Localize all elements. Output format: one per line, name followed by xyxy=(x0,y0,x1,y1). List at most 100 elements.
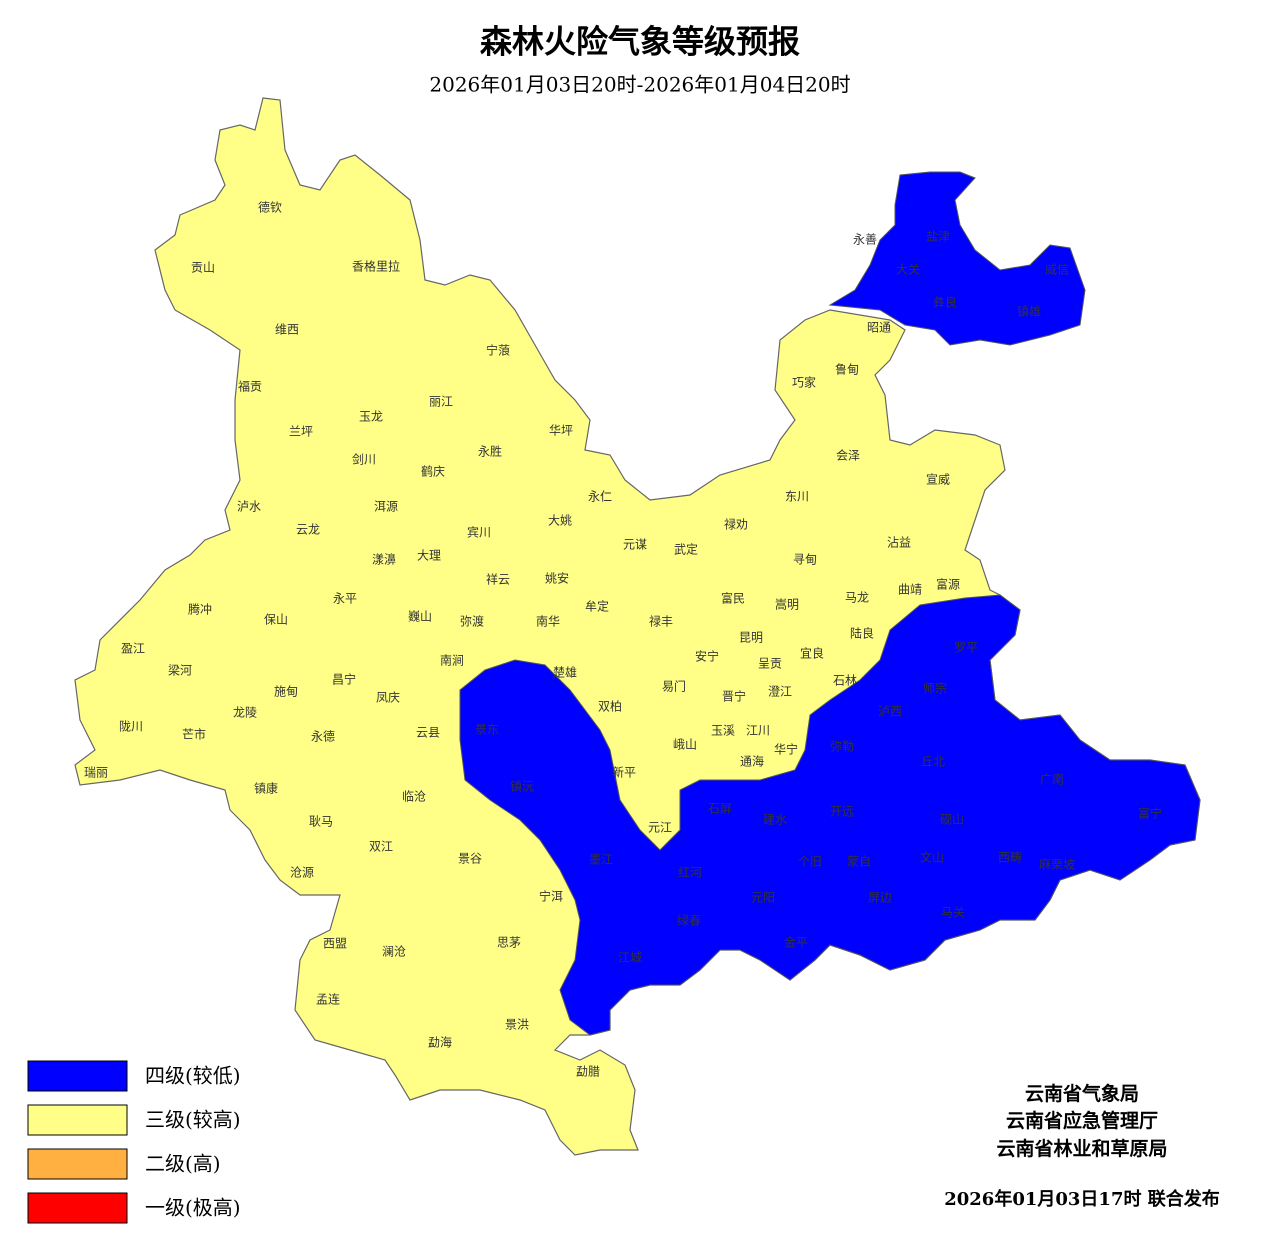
place-label: 丽江 xyxy=(429,395,453,409)
place-label: 永胜 xyxy=(478,444,502,459)
place-label: 沧源 xyxy=(290,865,314,880)
place-label: 弥勒 xyxy=(830,739,854,754)
place-label: 鲁甸 xyxy=(835,363,859,377)
place-label: 盐津 xyxy=(926,230,950,244)
place-label: 澜沧 xyxy=(382,944,406,959)
place-label: 兰坪 xyxy=(289,425,313,439)
legend-swatch xyxy=(27,1104,128,1136)
place-label: 昭通 xyxy=(867,321,891,335)
place-label: 南华 xyxy=(536,614,560,629)
place-label: 龙陵 xyxy=(233,706,257,720)
place-label: 元阳 xyxy=(751,891,775,905)
legend-label: 四级(较低) xyxy=(145,1064,241,1088)
legend: 四级(较低) 三级(较高) 二级(高) 一级(极高) xyxy=(27,1060,241,1224)
place-label: 会泽 xyxy=(836,449,860,463)
place-label: 楚雄 xyxy=(553,665,577,680)
place-label: 福贡 xyxy=(238,379,262,394)
place-label: 巧家 xyxy=(792,375,816,390)
place-label: 鹤庆 xyxy=(421,464,445,479)
place-label: 贡山 xyxy=(191,261,215,275)
place-label: 呈贡 xyxy=(758,657,782,671)
place-label: 沾益 xyxy=(887,536,911,550)
place-label: 梁河 xyxy=(168,663,192,678)
legend-swatch xyxy=(27,1060,128,1092)
place-label: 曲靖 xyxy=(898,583,922,597)
level4-region-se xyxy=(459,594,1201,1036)
place-label: 永平 xyxy=(333,592,357,606)
place-label: 武定 xyxy=(674,542,698,557)
place-label: 云县 xyxy=(416,726,440,740)
place-label: 临沧 xyxy=(402,789,426,804)
title: 森林火险气象等级预报 xyxy=(480,23,800,61)
place-label: 双江 xyxy=(369,840,393,854)
place-label: 峨山 xyxy=(673,738,697,752)
place-label: 耿马 xyxy=(309,815,333,829)
place-label: 芒市 xyxy=(182,727,206,742)
place-label: 禄丰 xyxy=(649,614,673,629)
place-label: 勐腊 xyxy=(576,1065,600,1079)
place-label: 师宗 xyxy=(923,681,947,696)
place-label: 蒙自 xyxy=(847,855,871,869)
place-label: 富民 xyxy=(721,591,745,606)
place-label: 保山 xyxy=(264,613,288,627)
place-label: 文山 xyxy=(920,850,944,865)
legend-swatch xyxy=(27,1192,128,1224)
place-label: 永德 xyxy=(311,729,335,744)
place-label: 建水 xyxy=(763,813,787,827)
place-label: 丘北 xyxy=(921,755,945,769)
legend-swatch xyxy=(27,1148,128,1180)
place-label: 开远 xyxy=(830,805,854,819)
place-label: 双柏 xyxy=(598,699,622,714)
place-label: 西畴 xyxy=(998,851,1022,865)
place-label: 牟定 xyxy=(585,599,609,614)
issuer: 云南省应急管理厅 xyxy=(1006,1109,1158,1132)
place-label: 陆良 xyxy=(850,626,874,641)
place-label: 漾濞 xyxy=(372,552,396,567)
place-label: 腾冲 xyxy=(188,602,212,617)
place-label: 东川 xyxy=(785,490,809,504)
issuer: 云南省气象局 xyxy=(1025,1082,1139,1105)
place-label: 西盟 xyxy=(323,937,347,951)
place-label: 墨江 xyxy=(589,853,613,867)
legend-label: 二级(高) xyxy=(145,1152,221,1176)
place-label: 易门 xyxy=(662,679,686,694)
place-label: 洱源 xyxy=(374,500,398,514)
place-label: 华坪 xyxy=(549,424,573,438)
place-label: 镇沅 xyxy=(510,780,534,794)
place-label: 巍山 xyxy=(408,610,432,624)
place-label: 大姚 xyxy=(548,514,572,528)
place-label: 昆明 xyxy=(739,631,763,645)
place-label: 祥云 xyxy=(486,573,510,587)
place-label: 新平 xyxy=(612,765,636,780)
place-label: 剑川 xyxy=(352,452,376,467)
place-label: 宁蒗 xyxy=(486,343,510,358)
place-label: 元谋 xyxy=(623,538,647,552)
place-label: 江川 xyxy=(746,724,770,738)
place-label: 维西 xyxy=(275,323,299,337)
place-label: 玉溪 xyxy=(711,724,735,738)
place-label: 景洪 xyxy=(505,1018,529,1032)
place-label: 盈江 xyxy=(121,642,145,656)
place-label: 安宁 xyxy=(695,649,719,664)
place-label: 孟连 xyxy=(316,992,340,1007)
place-label: 屏边 xyxy=(868,891,892,905)
place-label: 华宁 xyxy=(774,742,798,757)
place-label: 永善 xyxy=(853,232,877,247)
place-label: 泸西 xyxy=(878,705,902,719)
place-label: 红河 xyxy=(678,865,702,880)
place-label: 麻栗坡 xyxy=(1039,857,1075,872)
place-label: 弥渡 xyxy=(460,614,484,629)
place-label: 通海 xyxy=(740,754,764,769)
place-label: 马龙 xyxy=(845,591,869,605)
place-label: 富源 xyxy=(936,577,960,592)
place-label: 玉龙 xyxy=(359,410,383,424)
place-label: 泸水 xyxy=(237,500,261,514)
place-label: 香格里拉 xyxy=(352,259,400,274)
place-label: 镇康 xyxy=(254,781,278,796)
place-label: 施甸 xyxy=(274,685,298,699)
place-label: 大理 xyxy=(417,549,441,563)
place-label: 勐海 xyxy=(428,1035,452,1050)
place-label: 禄劝 xyxy=(724,517,748,532)
